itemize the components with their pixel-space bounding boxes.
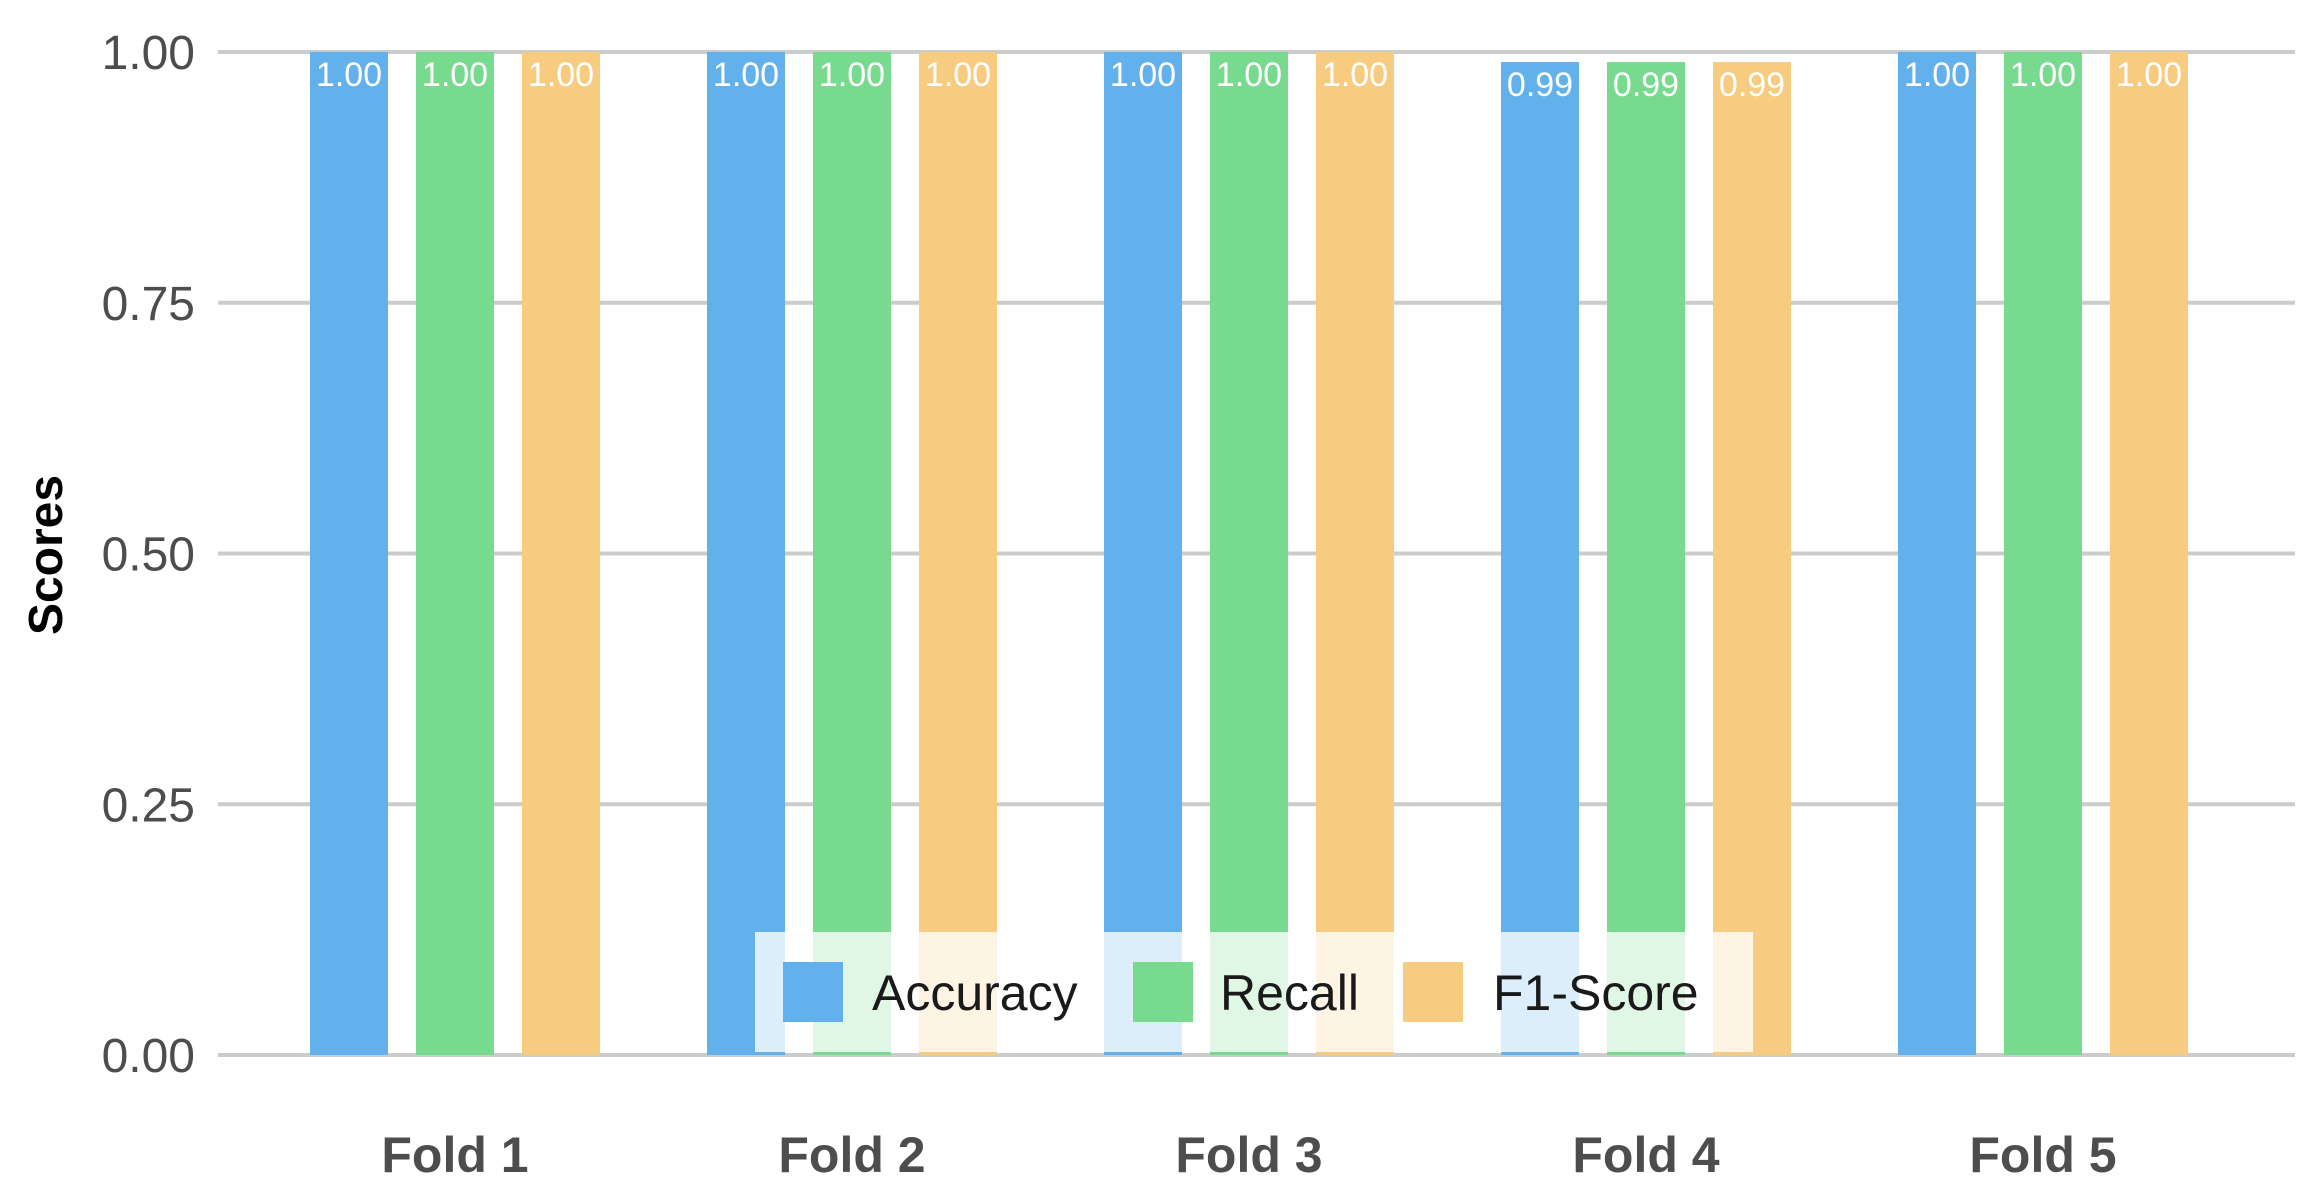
bar-accuracy-5 <box>1898 52 1976 1055</box>
bar-recall-4 <box>1607 62 1685 1055</box>
legend-box <box>755 932 1753 1052</box>
x-category-label: Fold 4 <box>1572 1127 1719 1183</box>
y-tick-label: 0.00 <box>102 1030 195 1083</box>
bar-f1-score-1 <box>522 52 600 1055</box>
x-category-label: Fold 3 <box>1175 1127 1322 1183</box>
data-label: 1.00 <box>713 56 779 94</box>
legend-swatch-f1-score <box>1403 962 1463 1022</box>
data-label: 1.00 <box>1322 56 1388 94</box>
y-tick-label: 0.75 <box>102 278 195 331</box>
data-label: 1.00 <box>2010 56 2076 94</box>
bar-f1-score-2 <box>919 52 997 1055</box>
bar-accuracy-3 <box>1104 52 1182 1055</box>
x-category-label: Fold 5 <box>1969 1127 2116 1183</box>
legend-swatch-recall <box>1133 962 1193 1022</box>
bar-f1-score-5 <box>2110 52 2188 1055</box>
data-label: 1.00 <box>528 56 594 94</box>
legend-label: Accuracy <box>872 965 1078 1021</box>
bar-f1-score-4 <box>1713 62 1791 1055</box>
bar-accuracy-1 <box>310 52 388 1055</box>
x-category-label: Fold 1 <box>381 1127 528 1183</box>
x-axis-category-labels: Fold 1 Fold 2 Fold 3 Fold 4 Fold 5 <box>381 1127 2116 1183</box>
bar-recall-2 <box>813 52 891 1055</box>
data-label: 1.00 <box>819 56 885 94</box>
data-label: 1.00 <box>1110 56 1176 94</box>
data-label: 0.99 <box>1719 66 1785 104</box>
data-label: 1.00 <box>925 56 991 94</box>
data-label: 1.00 <box>2116 56 2182 94</box>
y-axis-title: Scores <box>20 475 73 635</box>
data-label: 1.00 <box>316 56 382 94</box>
data-label: 0.99 <box>1507 66 1573 104</box>
data-label: 1.00 <box>422 56 488 94</box>
data-label: 1.00 <box>1904 56 1970 94</box>
data-label: 1.00 <box>1216 56 1282 94</box>
data-labels: 1.00 1.00 1.00 1.00 1.00 1.00 1.00 1.00 1.00 0.99… <box>316 56 2182 104</box>
y-tick-label: 0.25 <box>102 779 195 832</box>
bar-recall-5 <box>2004 52 2082 1055</box>
legend-swatch-accuracy <box>783 962 843 1022</box>
y-tick-label: 1.00 <box>102 27 195 80</box>
bar-recall-3 <box>1210 52 1288 1055</box>
y-axis-tick-labels: 0.00 0.25 0.50 0.75 1.00 <box>102 27 195 1083</box>
bars <box>310 52 2188 1055</box>
bar-accuracy-2 <box>707 52 785 1055</box>
bar-f1-score-3 <box>1316 52 1394 1055</box>
x-category-label: Fold 2 <box>778 1127 925 1183</box>
data-label: 0.99 <box>1613 66 1679 104</box>
y-tick-label: 0.50 <box>102 529 195 582</box>
bar-recall-1 <box>416 52 494 1055</box>
bar-accuracy-4 <box>1501 62 1579 1055</box>
legend-label: F1-Score <box>1493 965 1699 1021</box>
legend: Accuracy Recall F1-Score <box>755 932 1753 1052</box>
legend-label: Recall <box>1220 965 1359 1021</box>
